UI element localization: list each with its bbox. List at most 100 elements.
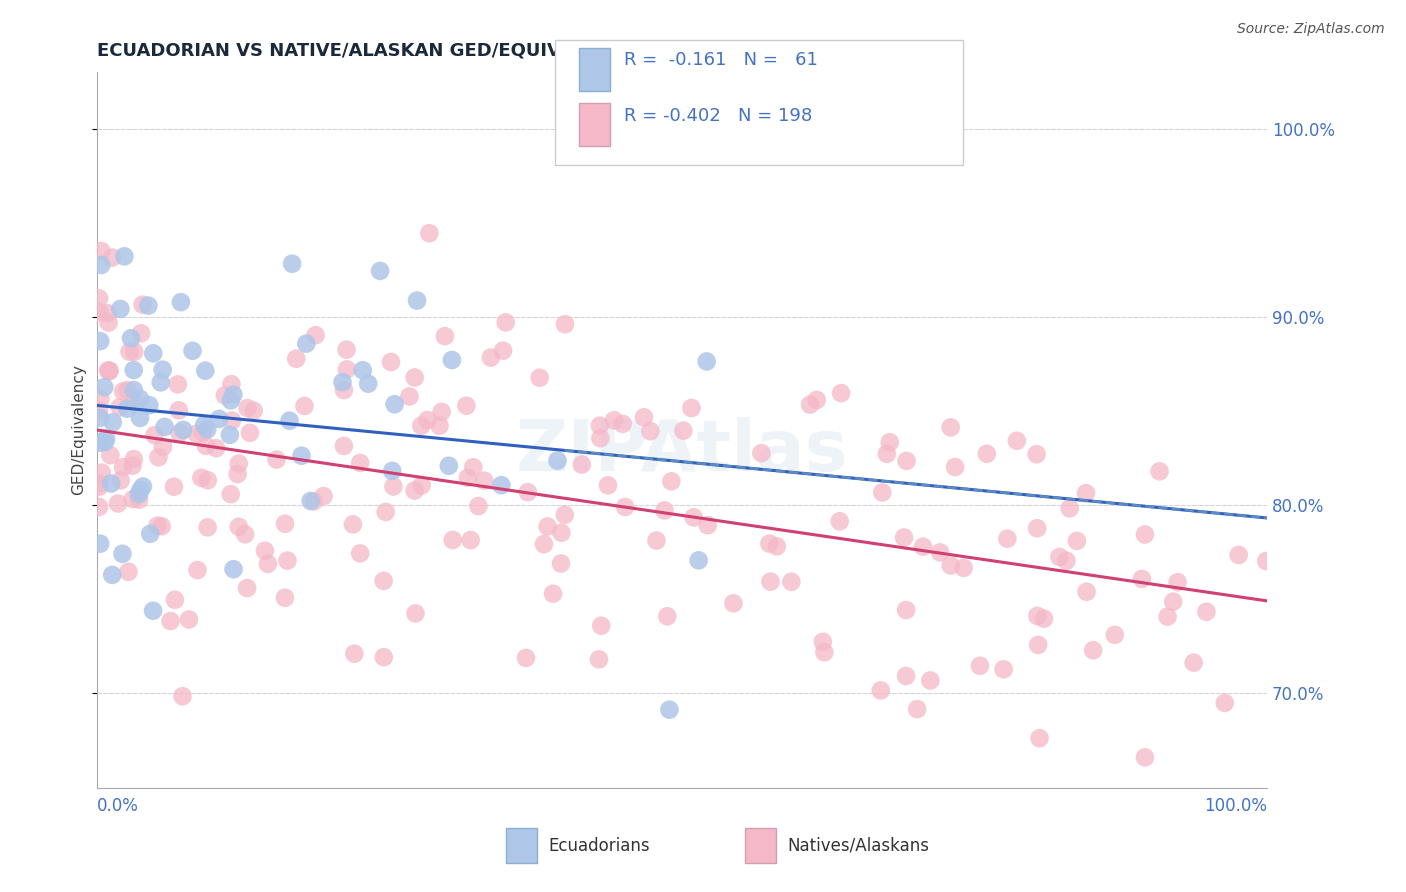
Point xyxy=(1156,609,1178,624)
Point xyxy=(799,398,821,412)
Point xyxy=(98,364,121,378)
Point xyxy=(163,592,186,607)
Point xyxy=(98,363,121,377)
Point xyxy=(172,689,194,703)
Point xyxy=(149,376,172,390)
Point xyxy=(118,344,141,359)
Point xyxy=(373,574,395,588)
Point xyxy=(208,412,231,426)
Point xyxy=(87,480,110,494)
Point xyxy=(101,568,124,582)
Point xyxy=(122,363,145,377)
Point xyxy=(516,485,538,500)
Point xyxy=(357,376,380,391)
Point xyxy=(1026,608,1049,623)
Point xyxy=(896,454,918,468)
Point xyxy=(111,547,134,561)
Point xyxy=(129,326,152,341)
Point xyxy=(97,363,120,377)
Point xyxy=(456,399,478,413)
Point xyxy=(349,456,371,470)
Point xyxy=(806,392,828,407)
Point xyxy=(333,383,356,397)
Point xyxy=(872,485,894,500)
Point xyxy=(219,487,242,501)
Point xyxy=(460,533,482,547)
Point xyxy=(879,435,901,450)
Point xyxy=(554,508,576,522)
Point xyxy=(129,392,152,406)
Point xyxy=(404,483,426,498)
Point xyxy=(995,532,1018,546)
Point xyxy=(1025,447,1047,461)
Text: Ecuadorians: Ecuadorians xyxy=(548,837,650,855)
Point xyxy=(218,428,240,442)
Point xyxy=(87,305,110,319)
Point xyxy=(90,466,112,480)
Point xyxy=(101,251,124,265)
Point xyxy=(89,536,111,550)
Point xyxy=(278,414,301,428)
Point xyxy=(758,536,780,550)
Point xyxy=(89,411,111,425)
Point xyxy=(547,453,569,467)
Point xyxy=(398,389,420,403)
Point xyxy=(929,545,952,559)
Point xyxy=(766,540,789,554)
Point xyxy=(659,475,682,489)
Point xyxy=(1195,605,1218,619)
Point xyxy=(1133,750,1156,764)
Point xyxy=(98,448,121,462)
Point xyxy=(349,546,371,560)
Point xyxy=(533,537,555,551)
Point xyxy=(640,424,662,438)
Point xyxy=(138,299,160,313)
Point xyxy=(645,533,668,548)
Point xyxy=(1161,595,1184,609)
Point xyxy=(139,526,162,541)
Point xyxy=(253,543,276,558)
Point xyxy=(121,491,143,506)
Point xyxy=(912,540,935,554)
Point xyxy=(167,403,190,417)
Point xyxy=(515,651,537,665)
Point xyxy=(654,503,676,517)
Text: Natives/Alaskans: Natives/Alaskans xyxy=(787,837,929,855)
Point xyxy=(589,418,612,433)
Point xyxy=(382,479,405,493)
Point xyxy=(1049,549,1071,564)
Point xyxy=(658,703,681,717)
Point xyxy=(242,403,264,417)
Point xyxy=(550,557,572,571)
Point xyxy=(205,441,228,455)
Point xyxy=(536,519,558,533)
Point xyxy=(472,474,495,488)
Point xyxy=(1213,696,1236,710)
Point xyxy=(87,476,110,491)
Point xyxy=(418,226,440,240)
Point xyxy=(920,673,942,688)
Point xyxy=(222,387,245,401)
Point xyxy=(633,410,655,425)
Point xyxy=(688,553,710,567)
Text: 100.0%: 100.0% xyxy=(1204,797,1267,815)
Point xyxy=(336,362,359,376)
Point xyxy=(893,531,915,545)
Point xyxy=(87,291,110,305)
Point xyxy=(976,447,998,461)
Point xyxy=(233,527,256,541)
Point xyxy=(492,343,515,358)
Point xyxy=(110,301,132,316)
Point xyxy=(120,331,142,345)
Point xyxy=(1081,643,1104,657)
Point xyxy=(759,574,782,589)
Point xyxy=(404,607,426,621)
Point xyxy=(197,520,219,534)
Text: ECUADORIAN VS NATIVE/ALASKAN GED/EQUIVALENCY CORRELATION CHART: ECUADORIAN VS NATIVE/ALASKAN GED/EQUIVAL… xyxy=(97,42,859,60)
Point xyxy=(97,316,120,330)
Point xyxy=(122,383,145,397)
Point xyxy=(236,401,259,415)
Point xyxy=(191,425,214,440)
Point xyxy=(166,377,188,392)
Point xyxy=(811,635,834,649)
